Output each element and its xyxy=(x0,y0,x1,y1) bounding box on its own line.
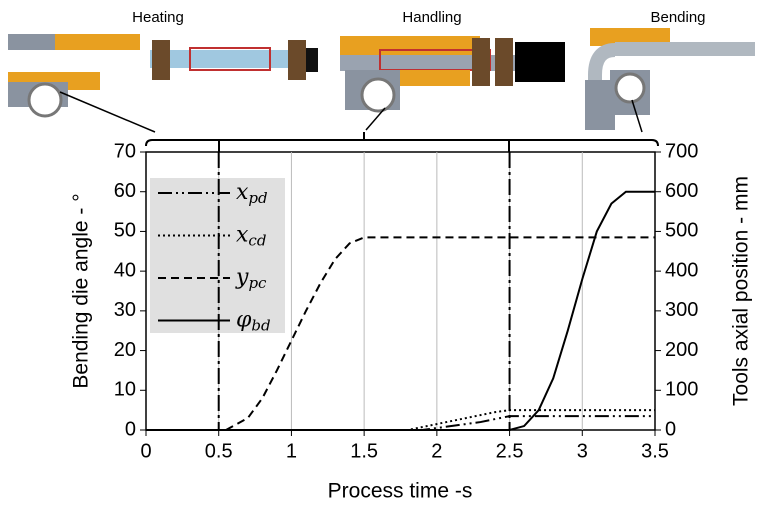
x-tick-label: 1 xyxy=(286,440,297,462)
stage-label: Heating xyxy=(132,9,184,26)
heating-illustration xyxy=(8,34,318,116)
y2-tick-label: 400 xyxy=(665,259,698,281)
y-tick-label: 20 xyxy=(114,339,136,361)
y-tick-label: 10 xyxy=(114,379,136,401)
stage-label: Bending xyxy=(650,9,705,26)
x-tick-label: 3.5 xyxy=(641,440,669,462)
legend-name: φ xyxy=(236,308,252,333)
x-tick-label: 0 xyxy=(140,440,151,462)
y2-tick-label: 500 xyxy=(665,220,698,242)
legend-subscript: bd xyxy=(251,317,270,335)
series-line xyxy=(146,410,655,430)
y2-tick-label: 200 xyxy=(665,339,698,361)
legend-subscript: pd xyxy=(248,189,267,207)
legend-name: y xyxy=(235,265,249,290)
y2-tick-label: 100 xyxy=(665,379,698,401)
x-axis-label: Process time -s xyxy=(328,480,473,503)
y2-tick-label: 600 xyxy=(665,180,698,202)
series-line xyxy=(226,237,655,430)
y-tick-label: 30 xyxy=(114,299,136,321)
y2-axis-label: Tools axial position - mm xyxy=(730,176,753,406)
x-tick-label: 3 xyxy=(577,440,588,462)
y-tick-label: 70 xyxy=(114,140,136,162)
series-line xyxy=(146,416,655,430)
legend-name: x xyxy=(236,223,249,248)
x-tick-label: 2 xyxy=(431,440,442,462)
chart: Process time -s Bending die angle - ° To… xyxy=(0,0,757,510)
x-tick-label: 0.5 xyxy=(205,440,233,462)
y2-tick-label: 0 xyxy=(665,418,676,440)
legend-subscript: cd xyxy=(248,232,266,250)
y-tick-label: 50 xyxy=(114,220,136,242)
y2-tick-label: 300 xyxy=(665,299,698,321)
bending-illustration xyxy=(585,28,755,130)
legend-subscript: pc xyxy=(248,274,267,292)
x-tick-label: 1.5 xyxy=(350,440,378,462)
y-tick-label: 40 xyxy=(114,259,136,281)
y-tick-label: 60 xyxy=(114,180,136,202)
handling-illustration xyxy=(340,36,565,111)
y-axis-label: Bending die angle - ° xyxy=(70,193,93,388)
y2-tick-label: 700 xyxy=(665,140,698,162)
stage-label: Handling xyxy=(402,9,461,26)
legend-name: x xyxy=(236,180,249,205)
y-tick-label: 0 xyxy=(125,418,136,440)
x-tick-label: 2.5 xyxy=(496,440,524,462)
